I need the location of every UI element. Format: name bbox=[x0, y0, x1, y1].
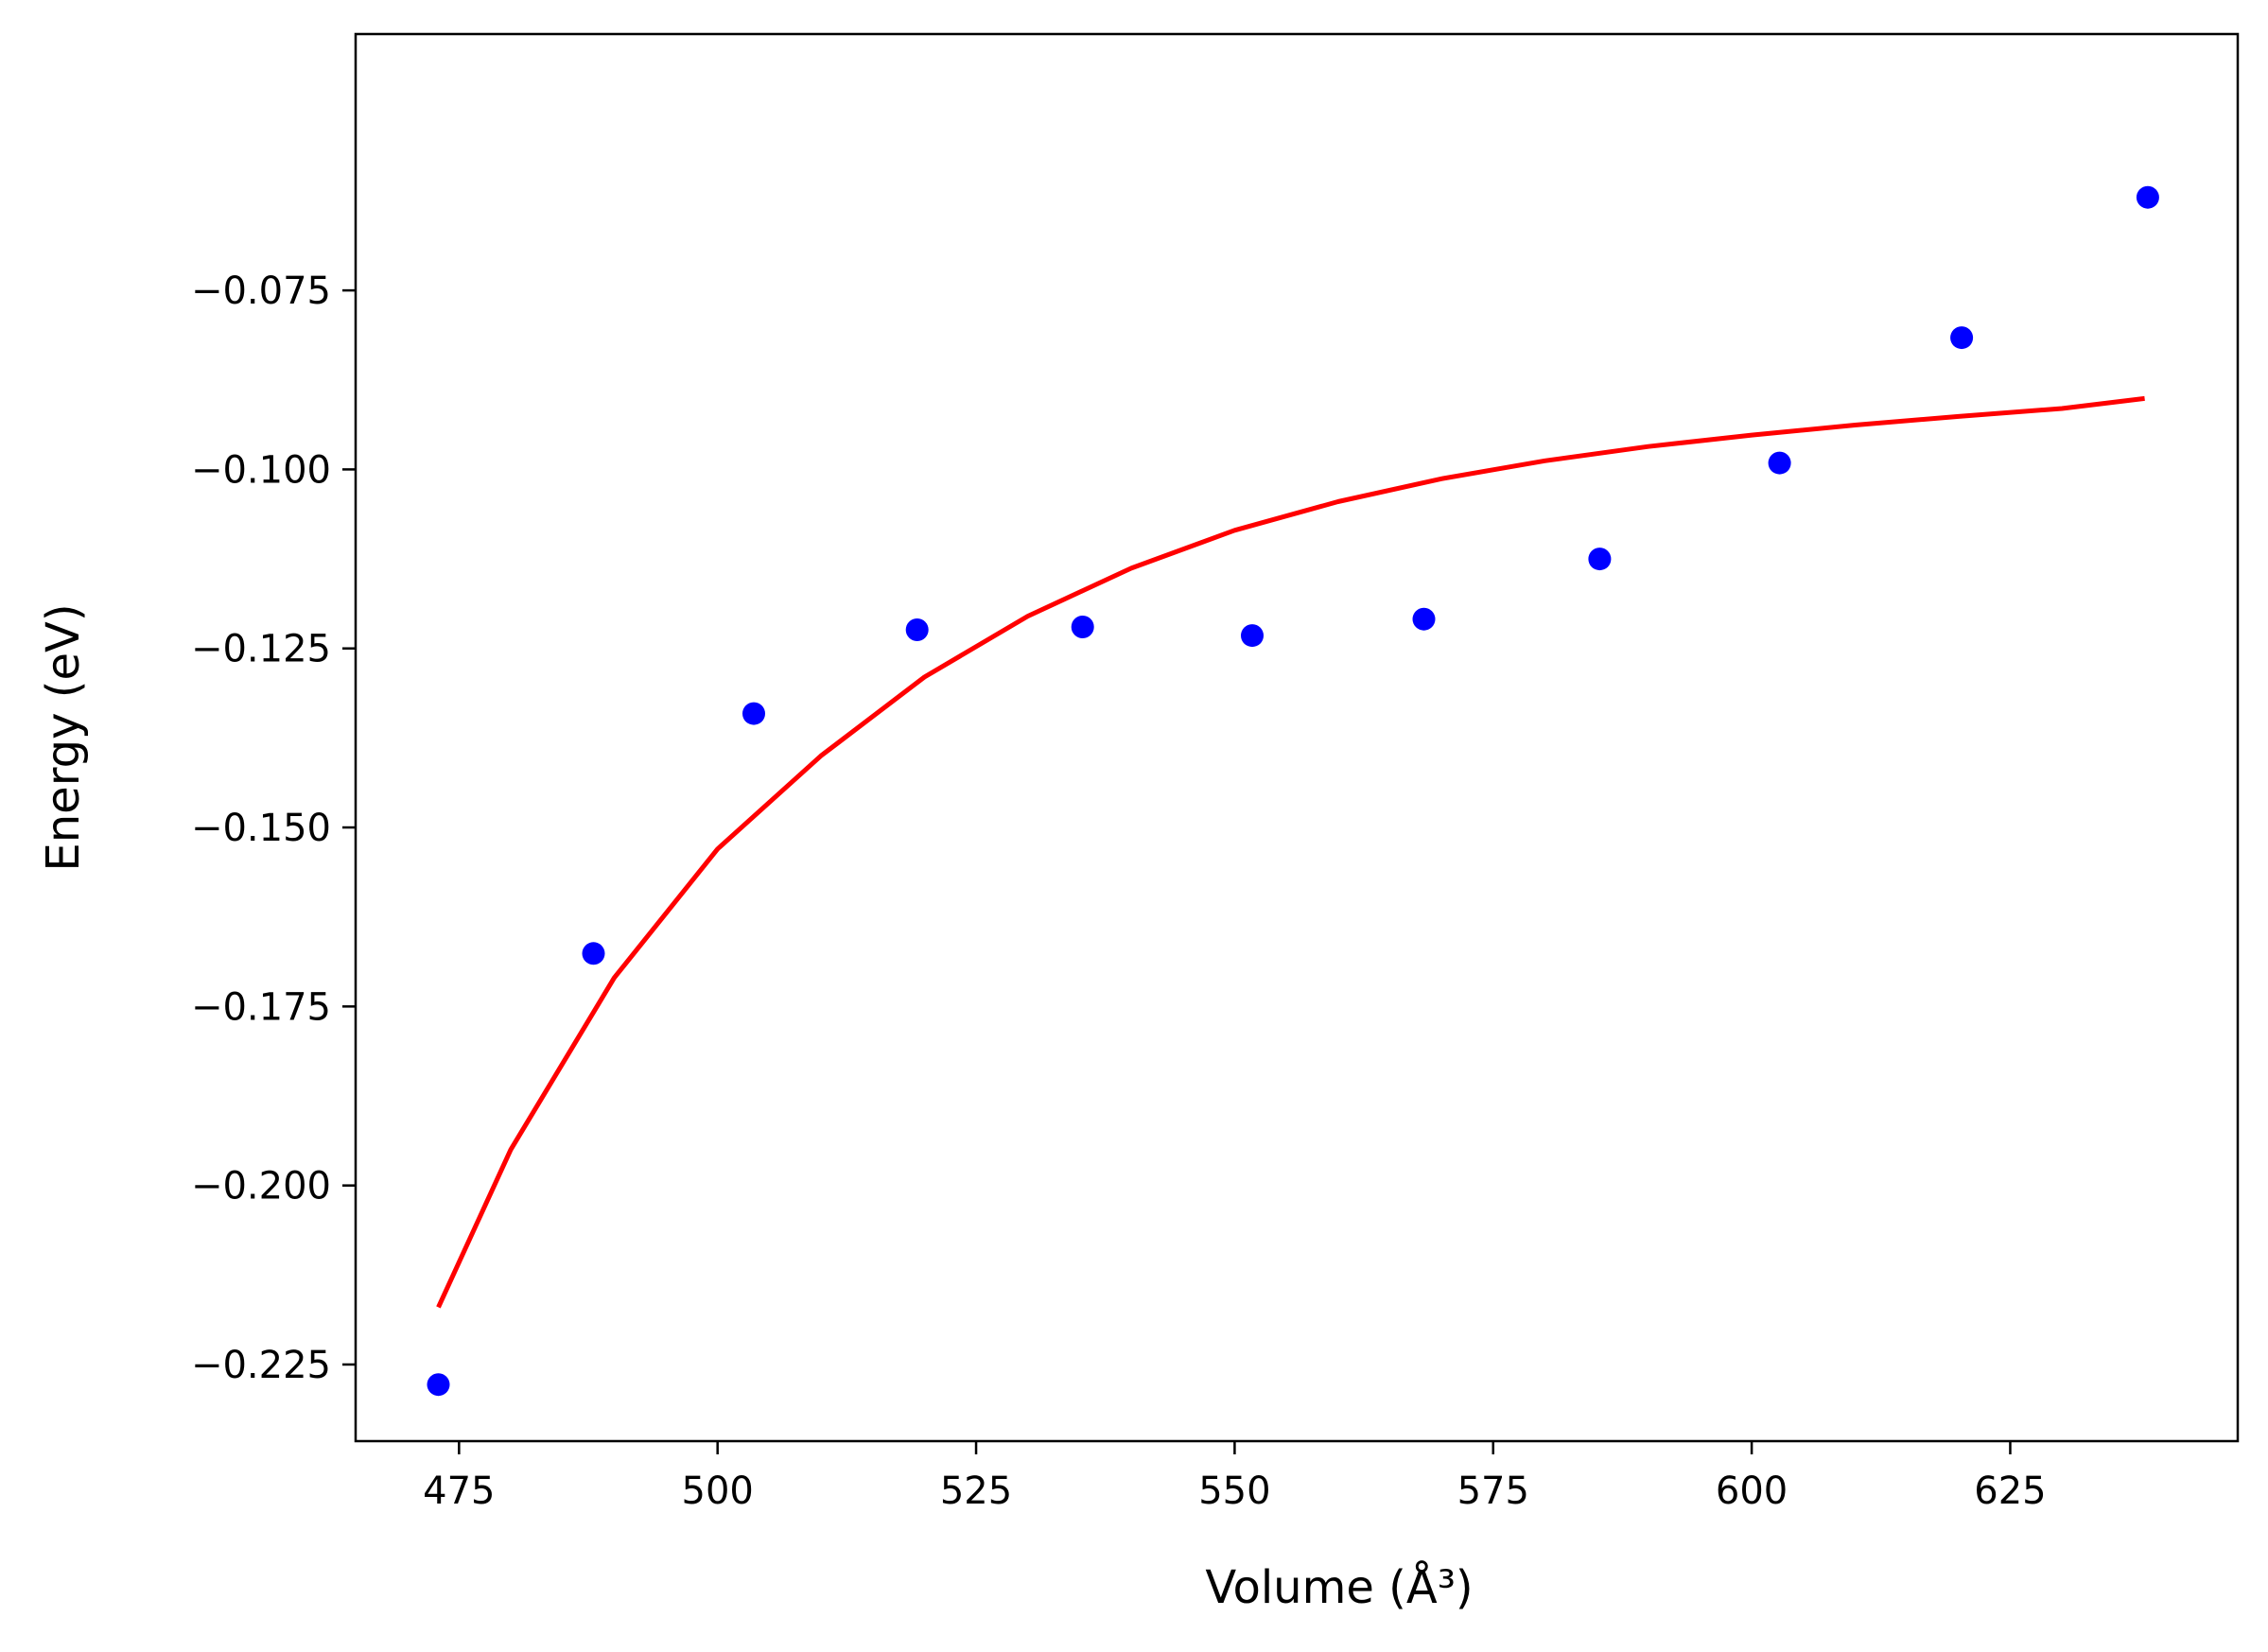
data-point bbox=[2136, 185, 2159, 209]
data-point bbox=[1768, 451, 1791, 475]
data-point bbox=[582, 942, 605, 965]
y-tick-label: −0.100 bbox=[191, 448, 331, 492]
data-point bbox=[1071, 616, 1094, 638]
data-point bbox=[1588, 548, 1612, 571]
data-point bbox=[1241, 624, 1264, 648]
data-point bbox=[742, 702, 765, 725]
data-point bbox=[427, 1373, 450, 1397]
y-tick-label: −0.225 bbox=[191, 1344, 331, 1387]
x-tick-label: 550 bbox=[1198, 1469, 1270, 1513]
axes: 475 500 525 550 575 600 625 −0.225 −0.200 −0.175 −… bbox=[191, 32, 2240, 1513]
y-tick-label: −0.175 bbox=[191, 985, 331, 1029]
axes-frame bbox=[354, 32, 2240, 1443]
x-tick-label: 600 bbox=[1716, 1469, 1788, 1513]
y-tick-label: −0.125 bbox=[191, 628, 331, 671]
data-point bbox=[1950, 326, 1974, 350]
x-axis-label: Volume (Å³) bbox=[1205, 1560, 1473, 1614]
y-axis-label: Energy (eV) bbox=[37, 603, 90, 871]
x-tick-label: 500 bbox=[682, 1469, 754, 1513]
data-point bbox=[905, 618, 929, 641]
data-point bbox=[1412, 607, 1436, 631]
x-tick-label: 575 bbox=[1457, 1469, 1529, 1513]
x-tick-label: 625 bbox=[1974, 1469, 2046, 1513]
y-tick-label: −0.075 bbox=[191, 270, 331, 313]
y-tick-label: −0.150 bbox=[191, 807, 331, 850]
y-tick-label: −0.200 bbox=[191, 1165, 331, 1209]
x-tick-label: 525 bbox=[940, 1469, 1012, 1513]
plot-area bbox=[427, 185, 2159, 1397]
x-tick-label: 475 bbox=[423, 1469, 495, 1513]
fit-curve-line bbox=[436, 395, 2145, 1309]
